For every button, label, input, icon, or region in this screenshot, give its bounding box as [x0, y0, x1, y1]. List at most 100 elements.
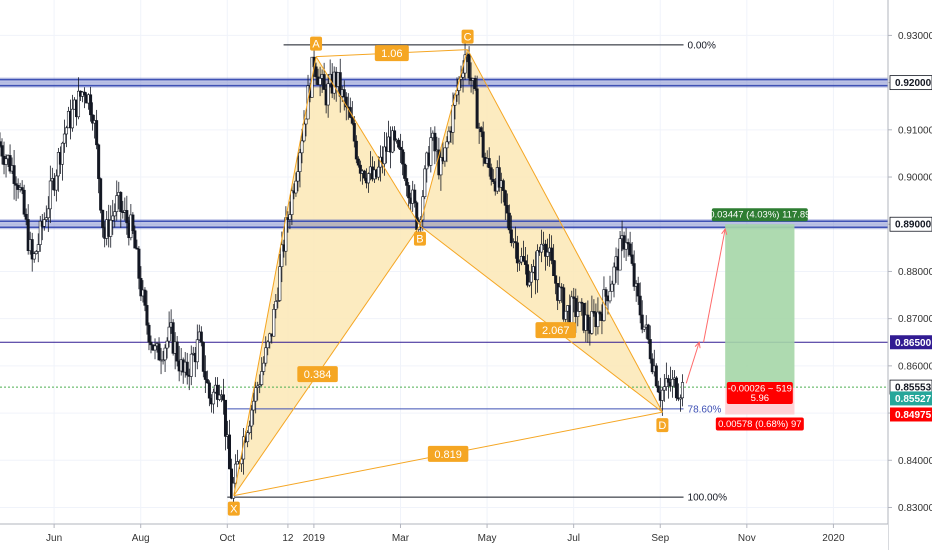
candle-body-down — [314, 66, 318, 78]
candle-body-up — [429, 137, 433, 166]
price-tick-label: 0.93000 — [898, 31, 932, 42]
price-tick-label: 0.83000 — [898, 503, 932, 514]
candle-body-down — [207, 382, 211, 399]
candle-body-down — [133, 230, 137, 249]
candle — [608, 275, 612, 304]
candle — [529, 263, 533, 298]
candle — [147, 322, 151, 351]
candle-body-down — [14, 183, 18, 186]
candle-body-up — [296, 171, 300, 182]
candle-body-down — [628, 243, 632, 256]
candle-body-up — [660, 389, 664, 401]
candle — [0, 132, 2, 148]
entry-label-line1: -0.00026 ~ 519 — [728, 384, 792, 395]
price-level-badge: 0.89000 — [895, 220, 932, 231]
candle-body-up — [451, 104, 455, 133]
candle-body-up — [278, 266, 282, 301]
candle — [578, 301, 582, 312]
candle-body-up — [564, 310, 568, 320]
candle — [22, 184, 26, 217]
candle-body-down — [656, 385, 660, 393]
candle — [562, 284, 566, 322]
candle — [246, 430, 250, 448]
candle-body-down — [171, 322, 175, 354]
candle — [262, 356, 266, 376]
candle — [350, 101, 354, 126]
price-tick-label: 0.90000 — [898, 173, 932, 184]
candle-body-up — [161, 359, 165, 362]
candle-body-up — [109, 219, 113, 237]
candle — [64, 125, 68, 148]
candle-body-down — [95, 120, 99, 146]
candle — [487, 147, 491, 177]
candle-body-down — [479, 127, 483, 133]
candle — [638, 282, 642, 324]
candle — [554, 260, 558, 295]
candle — [36, 233, 40, 263]
candle-body-down — [654, 365, 658, 387]
pattern-point-a: A — [312, 39, 320, 51]
price-axis[interactable]: 0.93000 0.92000 0.91000 0.90000 0.89000 0.880… — [887, 0, 932, 550]
candle — [143, 287, 147, 312]
candle-body-up — [111, 215, 115, 221]
candle — [475, 75, 479, 129]
time-tick-label: 2020 — [822, 533, 845, 544]
candle-body-down — [481, 131, 485, 158]
candle — [356, 156, 360, 168]
candle-body-down — [413, 189, 417, 204]
candle — [678, 394, 682, 412]
time-axis[interactable]: Jun Aug Oct 12 2019 Mar May Jul Sep Nov 2020 — [0, 523, 888, 550]
candle-body-down — [393, 130, 397, 141]
candle-body-up — [167, 326, 171, 342]
time-tick-label: Sep — [651, 533, 669, 544]
candle — [670, 370, 674, 398]
pattern-leg-bc — [419, 49, 469, 226]
candle-body-up — [77, 90, 81, 118]
candle-body-down — [497, 167, 501, 188]
candle — [517, 259, 521, 271]
candle-body-down — [650, 358, 654, 373]
position-tool[interactable]: 0.03447 (4.03%) 117.89 -0.00026 ~ 5195.96… — [709, 208, 810, 431]
candle-body-down — [354, 140, 358, 160]
candle-body-down — [403, 163, 407, 179]
candle — [314, 62, 318, 85]
candle — [544, 239, 548, 271]
candle — [397, 137, 401, 150]
candle-body-up — [280, 244, 284, 267]
candle-body-down — [356, 158, 360, 166]
candle-body-up — [624, 242, 628, 250]
candle — [423, 165, 427, 200]
candle-body-up — [670, 379, 674, 387]
candle-body-up — [189, 353, 193, 377]
candle-body-down — [523, 260, 527, 265]
candle — [278, 254, 282, 302]
price-tick-label: 0.84000 — [898, 456, 932, 467]
candle — [276, 287, 280, 309]
candle-body-up — [268, 333, 272, 343]
candle — [199, 326, 203, 347]
candle-body-down — [505, 205, 509, 214]
candle-body-up — [590, 311, 594, 334]
candle — [149, 335, 153, 354]
candle-body-up — [46, 208, 50, 219]
time-tick-label: 12 — [282, 533, 294, 544]
candle — [185, 352, 189, 385]
candle-body-down — [525, 264, 529, 286]
candle — [407, 182, 411, 209]
candle — [513, 226, 517, 259]
candle — [250, 404, 254, 440]
candle — [252, 392, 256, 425]
candle — [290, 185, 294, 226]
pattern-point-c: C — [464, 32, 472, 44]
candle — [596, 297, 600, 335]
stop-label-bg — [715, 417, 804, 431]
candle-body-up — [546, 251, 550, 257]
candle-body-up — [461, 72, 465, 78]
pattern-point-b-bg — [413, 231, 426, 246]
candle-body-up — [234, 463, 238, 484]
candle — [274, 294, 278, 319]
candle — [46, 196, 50, 232]
candle — [479, 126, 483, 138]
price-axis-background — [888, 0, 932, 550]
